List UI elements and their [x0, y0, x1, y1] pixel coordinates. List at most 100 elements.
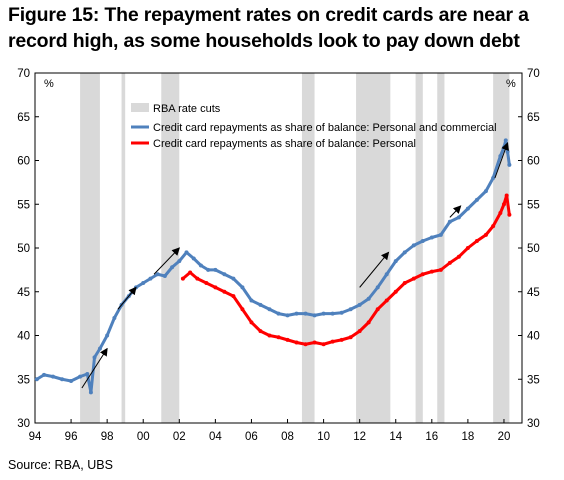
data-point	[438, 232, 443, 237]
data-point	[191, 256, 196, 261]
source-note: Source: RBA, UBS	[8, 458, 113, 472]
data-point	[155, 272, 160, 277]
series-layer	[34, 138, 512, 395]
x-tick-label: 20	[498, 431, 511, 443]
trend-arrow-2	[117, 286, 137, 310]
data-point	[321, 342, 326, 347]
data-point	[267, 333, 272, 338]
data-point	[162, 274, 167, 278]
y-tick-label-right: 30	[527, 418, 540, 430]
data-point	[420, 272, 425, 277]
y-tick-label-right: 40	[527, 331, 540, 343]
rate-cut-band-3	[161, 73, 180, 423]
data-point	[330, 311, 335, 316]
data-point	[276, 335, 281, 340]
data-point	[85, 372, 90, 376]
x-tick-label: 08	[281, 431, 294, 443]
trend-arrow-3	[153, 247, 180, 275]
data-point	[483, 189, 488, 194]
x-tick-label: 14	[389, 431, 402, 443]
y-tick-label-left: 35	[17, 374, 30, 386]
x-tick-label: 12	[353, 431, 366, 443]
y-axis-left: 30 35 40 45 50 55 60 65 70	[17, 68, 39, 430]
data-point	[501, 202, 506, 207]
data-point	[456, 254, 461, 259]
data-point	[198, 263, 203, 268]
data-point	[321, 311, 326, 316]
legend-swatch-rate-cuts	[131, 103, 149, 112]
y-unit-right: %	[506, 78, 516, 90]
data-point	[312, 340, 317, 345]
data-point	[375, 307, 380, 312]
data-point	[402, 250, 407, 255]
y-tick-label-left: 40	[17, 331, 30, 343]
rate-cut-shading	[80, 73, 510, 423]
y-unit-left: %	[44, 78, 54, 90]
data-point	[503, 138, 508, 143]
data-point	[258, 329, 263, 334]
x-axis: 94 96 98 00 02 04 06 08 10 12 14 16 18 20	[29, 419, 511, 443]
data-point	[195, 276, 200, 281]
data-point	[429, 269, 434, 274]
data-point	[276, 311, 281, 316]
data-point	[384, 298, 389, 303]
rate-cut-band-5	[356, 73, 391, 423]
data-point	[339, 310, 344, 315]
data-point	[411, 276, 416, 281]
data-point	[258, 302, 263, 307]
data-point	[491, 224, 496, 229]
data-point	[249, 320, 254, 325]
data-point	[213, 285, 218, 290]
data-point	[375, 285, 380, 290]
series-line-personal	[181, 194, 511, 346]
data-point	[105, 333, 110, 338]
data-point	[78, 374, 83, 379]
rate-cut-band-4	[301, 73, 315, 423]
data-point	[285, 313, 290, 318]
data-point	[148, 276, 153, 281]
data-point	[357, 329, 362, 334]
x-tick-label: 16	[425, 431, 438, 443]
x-tick-label: 98	[101, 431, 114, 443]
data-point	[447, 260, 452, 265]
rate-cut-band-6	[415, 73, 423, 423]
data-point	[465, 206, 470, 211]
data-point	[88, 390, 93, 395]
trend-arrow-4	[359, 251, 390, 288]
data-point	[498, 211, 503, 215]
y-tick-label-left: 65	[17, 112, 30, 124]
data-point	[393, 259, 398, 264]
data-point	[312, 313, 317, 318]
data-point	[240, 307, 245, 312]
trend-arrow-1	[81, 347, 108, 389]
data-point	[222, 289, 227, 294]
data-point	[42, 372, 47, 377]
rate-cut-band-7	[437, 73, 445, 423]
x-tick-label: 94	[29, 431, 42, 443]
data-point	[92, 355, 97, 360]
data-point	[498, 154, 503, 159]
data-point	[204, 281, 209, 285]
data-point	[213, 267, 218, 272]
y-tick-label-left: 45	[17, 287, 30, 299]
data-point	[34, 377, 39, 382]
trend-arrow-5	[449, 205, 462, 218]
data-point	[483, 232, 488, 237]
y-tick-label-left: 60	[17, 156, 30, 168]
data-point	[491, 176, 496, 180]
y-tick-label-right: 35	[527, 374, 540, 386]
legend-label-personal: Credit card repayments as share of balan…	[153, 138, 416, 150]
data-point	[348, 307, 353, 312]
data-point	[267, 307, 272, 312]
data-point	[411, 243, 416, 248]
data-point	[348, 335, 353, 340]
data-point	[60, 377, 65, 382]
data-point	[206, 267, 211, 272]
data-point	[294, 340, 299, 345]
data-point	[456, 215, 461, 220]
data-point	[505, 149, 510, 154]
data-point	[170, 265, 175, 270]
data-point	[112, 316, 117, 320]
y-tick-label-left: 50	[17, 243, 30, 255]
